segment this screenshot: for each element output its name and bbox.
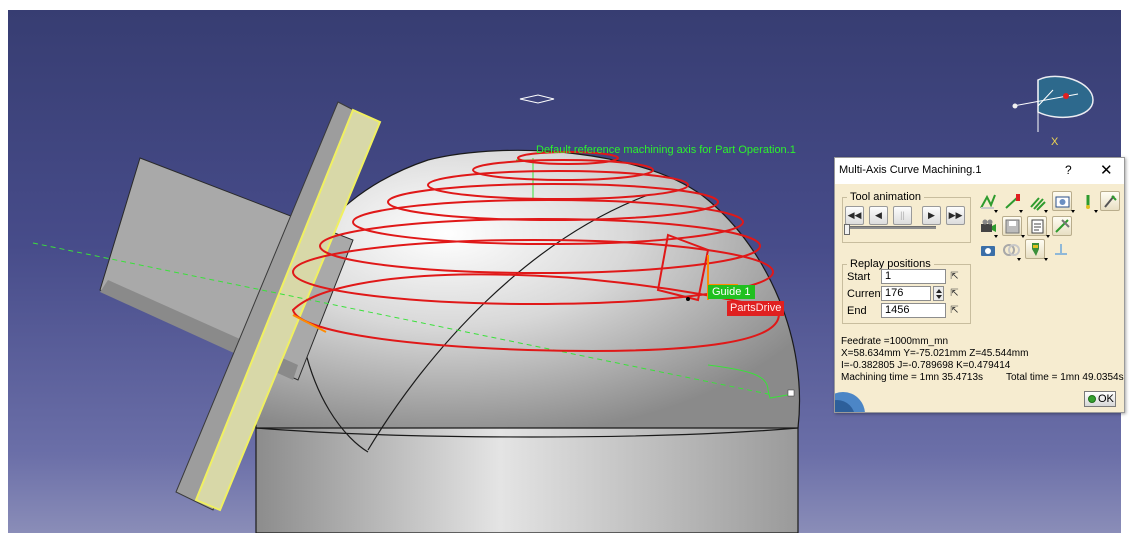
display-tool-dropdown-icon[interactable] (1019, 210, 1023, 213)
parts-drive-tag[interactable]: PartsDrive (727, 301, 785, 316)
tool-animation-group: Tool animation (842, 191, 971, 243)
animation-slider-thumb[interactable] (844, 224, 850, 235)
display-multi-path-icon[interactable] (1027, 191, 1047, 211)
position-text: X=58.634mm Y=-75.021mm Z=45.544mm (841, 348, 1029, 359)
display-tool-icon[interactable] (1002, 191, 1022, 211)
ok-icon (1088, 395, 1096, 403)
help-button[interactable]: ? (1065, 163, 1072, 177)
toolpath (291, 151, 780, 352)
total-time-text: Total time = 1mn 49.0354s (1006, 372, 1124, 383)
dialog-title: Multi-Axis Curve Machining.1 (839, 164, 982, 176)
selection-diamond (519, 94, 555, 104)
reference-axis-label: Default reference machining axis for Par… (536, 144, 796, 156)
tool-tip-point (686, 297, 690, 301)
multi-axis-curve-machining-dialog: Multi-Axis Curve Machining.1 ? ✕ Tool an… (834, 157, 1125, 413)
tool-color-icon[interactable] (1052, 216, 1072, 236)
camera-icon[interactable] (977, 216, 997, 236)
logo (835, 388, 869, 412)
compass-x-label: X (1051, 136, 1059, 148)
axis-hook (707, 364, 794, 399)
end-pick-icon[interactable]: ⇱ (950, 305, 959, 316)
current-spinner[interactable] (933, 286, 944, 301)
photo-icon[interactable] (977, 239, 997, 259)
ok-button[interactable]: OK (1084, 391, 1116, 407)
start-field[interactable]: 1 (881, 269, 946, 284)
step-back-button[interactable]: ◀ (869, 206, 888, 225)
settings-icon[interactable] (1100, 191, 1120, 211)
start-label: Start (847, 271, 871, 283)
dome-edge (255, 427, 799, 438)
dome-meridian (367, 194, 649, 451)
current-pick-icon[interactable]: ⇱ (950, 288, 959, 299)
start-orange-mark (292, 314, 327, 333)
display-tool-path-icon[interactable] (977, 191, 997, 211)
orientation-text: I=-0.382805 J=-0.789698 K=0.479414 (841, 360, 1011, 371)
ok-label: OK (1098, 393, 1114, 405)
rewind-button[interactable]: ◀◀ (845, 206, 864, 225)
end-label: End (847, 305, 867, 317)
save-dropdown-icon[interactable] (1021, 235, 1025, 238)
fast-forward-button[interactable]: ▶▶ (946, 206, 965, 225)
dialog-titlebar[interactable]: Multi-Axis Curve Machining.1 ? ✕ (835, 158, 1124, 184)
feedrate-text: Feedrate =1000mm_mn (841, 336, 949, 347)
start-pick-icon[interactable]: ⇱ (950, 271, 959, 282)
close-icon[interactable]: ✕ (1100, 162, 1113, 179)
pause-button[interactable]: || (893, 206, 912, 225)
current-label: Current (847, 288, 884, 300)
analysis-icon[interactable] (1000, 239, 1020, 259)
save-icon[interactable] (1002, 216, 1022, 236)
camera-dropdown-icon[interactable] (994, 235, 998, 238)
report-dropdown-icon[interactable] (1046, 235, 1050, 238)
replay-positions-legend: Replay positions (850, 258, 931, 270)
cylinder-body (255, 425, 799, 533)
tool-holder-dropdown-icon[interactable] (1044, 258, 1048, 261)
point-icon[interactable] (1077, 191, 1097, 211)
current-field[interactable]: 176 (881, 286, 931, 301)
guide-tag[interactable]: Guide 1 (708, 285, 755, 299)
video-mode-icon[interactable] (1052, 191, 1072, 211)
animation-slider-track[interactable] (846, 226, 936, 229)
feedrate-icon[interactable] (1050, 239, 1070, 259)
display-multi-path-dropdown-icon[interactable] (1044, 210, 1048, 213)
point-dropdown-icon[interactable] (1094, 210, 1098, 213)
tool-animation-legend: Tool animation (850, 191, 921, 203)
video-mode-dropdown-icon[interactable] (1071, 210, 1075, 213)
display-tool-path-dropdown-icon[interactable] (994, 210, 998, 213)
machining-time-text: Machining time = 1mn 35.4713s (841, 372, 984, 383)
analysis-dropdown-icon[interactable] (1017, 258, 1021, 261)
report-icon[interactable] (1027, 216, 1047, 236)
cad-scene[interactable] (8, 10, 1121, 533)
end-field[interactable]: 1456 (881, 303, 946, 318)
axis-end-marker (787, 389, 795, 397)
step-forward-button[interactable]: ▶ (922, 206, 941, 225)
replay-positions-group: Replay positions (842, 258, 971, 324)
tool-holder-icon[interactable] (1025, 239, 1045, 259)
compass-widget[interactable] (1012, 75, 1094, 132)
flange-face (194, 108, 382, 512)
